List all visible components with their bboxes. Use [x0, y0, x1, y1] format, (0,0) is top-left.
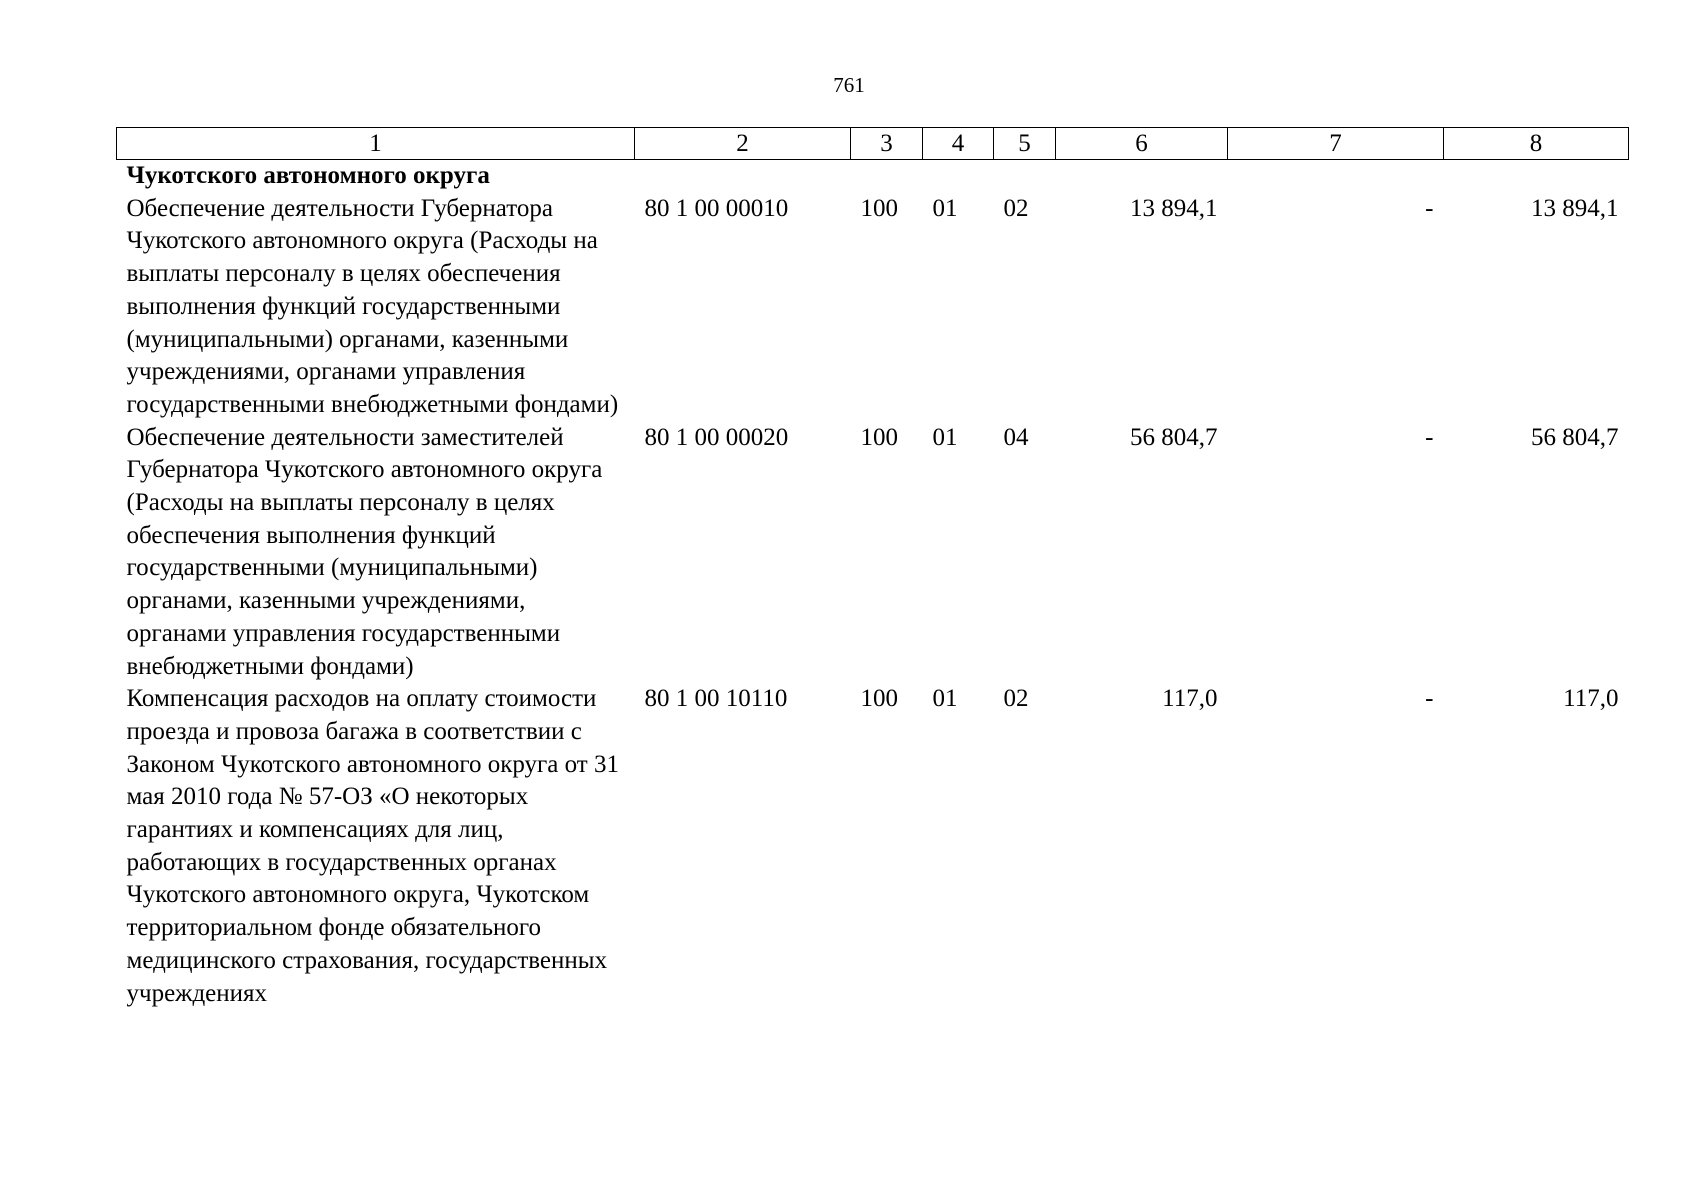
table-header: 1 2 3 4 5 6 7 8	[116, 127, 1629, 160]
page-number: 761	[833, 73, 865, 97]
table-row: Компенсация расходов на оплату стоимости…	[117, 683, 1629, 1010]
row-col-6: 13 894,1	[1130, 194, 1218, 222]
row-col-4: 01	[932, 685, 958, 713]
row-col-5: 04	[1003, 423, 1029, 451]
row-target-code: 80 1 00 00020	[644, 423, 789, 451]
row-col-4: 01	[932, 194, 958, 222]
row-name: Обеспечение деятельности Губернатора Чук…	[126, 194, 619, 418]
row-col-8: 56 804,7	[1531, 423, 1619, 451]
header-col-7: 7	[1227, 127, 1444, 160]
budget-table: 1 2 3 4 5 6 7 8 Чукотского автономного о…	[116, 127, 1629, 1010]
header-row: 1 2 3 4 5 6 7 8	[116, 127, 1629, 160]
row-col-8: 117,0	[1563, 685, 1619, 713]
table-body: Чукотского автономного округа Обеспечени…	[117, 160, 1629, 1011]
row-col-5: 02	[1003, 685, 1029, 713]
row-name: Обеспечение деятельности заместителей Гу…	[126, 423, 603, 680]
row-col-5: 02	[1003, 194, 1029, 222]
table-row: Обеспечение деятельности заместителей Гу…	[117, 422, 1629, 684]
row-col-6: 117,0	[1162, 685, 1218, 713]
row-col-7: -	[1425, 423, 1434, 451]
row-target-code: 80 1 00 10110	[644, 685, 788, 713]
section-title: Чукотского автономного округа	[126, 162, 490, 189]
header-col-8: 8	[1443, 127, 1629, 160]
row-col-4: 01	[932, 423, 958, 451]
header-col-6: 6	[1055, 127, 1228, 160]
header-col-4: 4	[922, 127, 994, 160]
header-col-1: 1	[116, 127, 635, 160]
row-target-code: 80 1 00 00010	[644, 194, 789, 222]
row-col-3: 100	[860, 685, 899, 713]
row-col-8: 13 894,1	[1531, 194, 1619, 222]
row-col-6: 56 804,7	[1130, 423, 1218, 451]
header-col-5: 5	[993, 127, 1056, 160]
header-col-3: 3	[850, 127, 923, 160]
row-name: Компенсация расходов на оплату стоимости…	[126, 685, 619, 1007]
header-col-2: 2	[634, 127, 851, 160]
section-title-row: Чукотского автономного округа	[117, 160, 1629, 193]
row-col-3: 100	[860, 194, 899, 222]
table-row: Обеспечение деятельности Губернатора Чук…	[117, 193, 1629, 422]
row-col-7: -	[1425, 194, 1434, 222]
row-col-3: 100	[860, 423, 899, 451]
row-col-7: -	[1425, 685, 1434, 713]
